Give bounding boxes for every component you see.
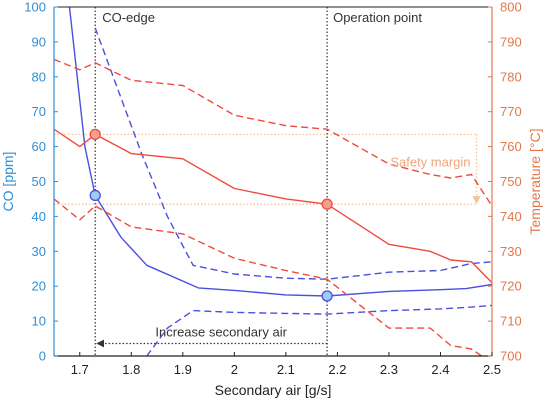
marker-layer bbox=[89, 128, 333, 302]
series-temperature-dashed-5 bbox=[54, 198, 483, 356]
y-right-tick-label: 700 bbox=[500, 349, 522, 364]
x-tick-label: 1.7 bbox=[71, 362, 89, 377]
y-left-tick-label: 70 bbox=[32, 104, 46, 119]
annotation-layer-back bbox=[54, 7, 481, 356]
y-axis-right-title: Temperature [°C] bbox=[527, 129, 543, 235]
marker-temperature-2 bbox=[89, 128, 101, 141]
y-left-tick-label: 40 bbox=[32, 209, 46, 224]
y-right-tick-label: 740 bbox=[500, 209, 522, 224]
y-right-tick-label: 790 bbox=[500, 34, 522, 49]
y-axis-left-title: CO [ppm] bbox=[0, 152, 16, 212]
marker-co-1 bbox=[321, 290, 333, 302]
increase-air-label: Increase secondary air bbox=[155, 325, 287, 340]
y-left-tick-label: 80 bbox=[32, 69, 46, 84]
x-tick-label: 2.4 bbox=[431, 362, 449, 377]
y-left-tick-label: 60 bbox=[32, 139, 46, 154]
y-left-tick-label: 90 bbox=[32, 34, 46, 49]
y-left-tick-label: 100 bbox=[24, 0, 46, 15]
x-axis-title: Secondary air [g/s] bbox=[215, 382, 332, 398]
x-tick-label: 2.1 bbox=[277, 362, 295, 377]
marker-co-0 bbox=[89, 189, 101, 202]
y-right-tick-label: 760 bbox=[500, 139, 522, 154]
y-right-tick-label: 780 bbox=[500, 69, 522, 84]
x-tick-label: 2.5 bbox=[483, 362, 501, 377]
y-left-tick-label: 30 bbox=[32, 244, 46, 259]
marker-temperature-3 bbox=[321, 198, 333, 210]
series-temperature-solid-3 bbox=[54, 128, 492, 284]
y-left-tick-label: 10 bbox=[32, 314, 46, 329]
y-left-tick-label: 20 bbox=[32, 279, 46, 294]
x-tick-label: 1.9 bbox=[174, 362, 192, 377]
series-co-dashed-1 bbox=[94, 27, 492, 280]
co-edge-label: CO-edge bbox=[102, 10, 155, 25]
axes-layer: 0 10 20 30 40 50 60 70 80 90 100 700 710 720 730 740 750… bbox=[0, 0, 543, 398]
y-left-tick-label: 0 bbox=[39, 349, 46, 364]
y-right-tick-label: 730 bbox=[500, 244, 522, 259]
safety-margin-label: Safety margin bbox=[390, 154, 470, 169]
y-right-tick-label: 770 bbox=[500, 104, 522, 119]
x-tick-label: 1.8 bbox=[122, 362, 140, 377]
y-right-tick-label: 800 bbox=[500, 0, 522, 15]
x-tick-label: 2.2 bbox=[328, 362, 346, 377]
operation-point-label: Operation point bbox=[333, 10, 422, 25]
series-temperature-dashed-4 bbox=[54, 58, 492, 207]
y-left-tick-label: 50 bbox=[32, 174, 46, 189]
y-right-tick-label: 710 bbox=[500, 314, 522, 329]
y-right-tick-label: 720 bbox=[500, 279, 522, 294]
series-co-solid-0 bbox=[68, 7, 492, 297]
x-tick-label: 2 bbox=[231, 362, 238, 377]
x-tick-label: 2.3 bbox=[380, 362, 398, 377]
series-layer bbox=[54, 7, 492, 356]
series-co-dashed-2 bbox=[146, 304, 492, 356]
annotation-layer-front: CO-edge Operation point Safety margin Incre… bbox=[96, 10, 471, 348]
y-right-tick-label: 750 bbox=[500, 174, 522, 189]
